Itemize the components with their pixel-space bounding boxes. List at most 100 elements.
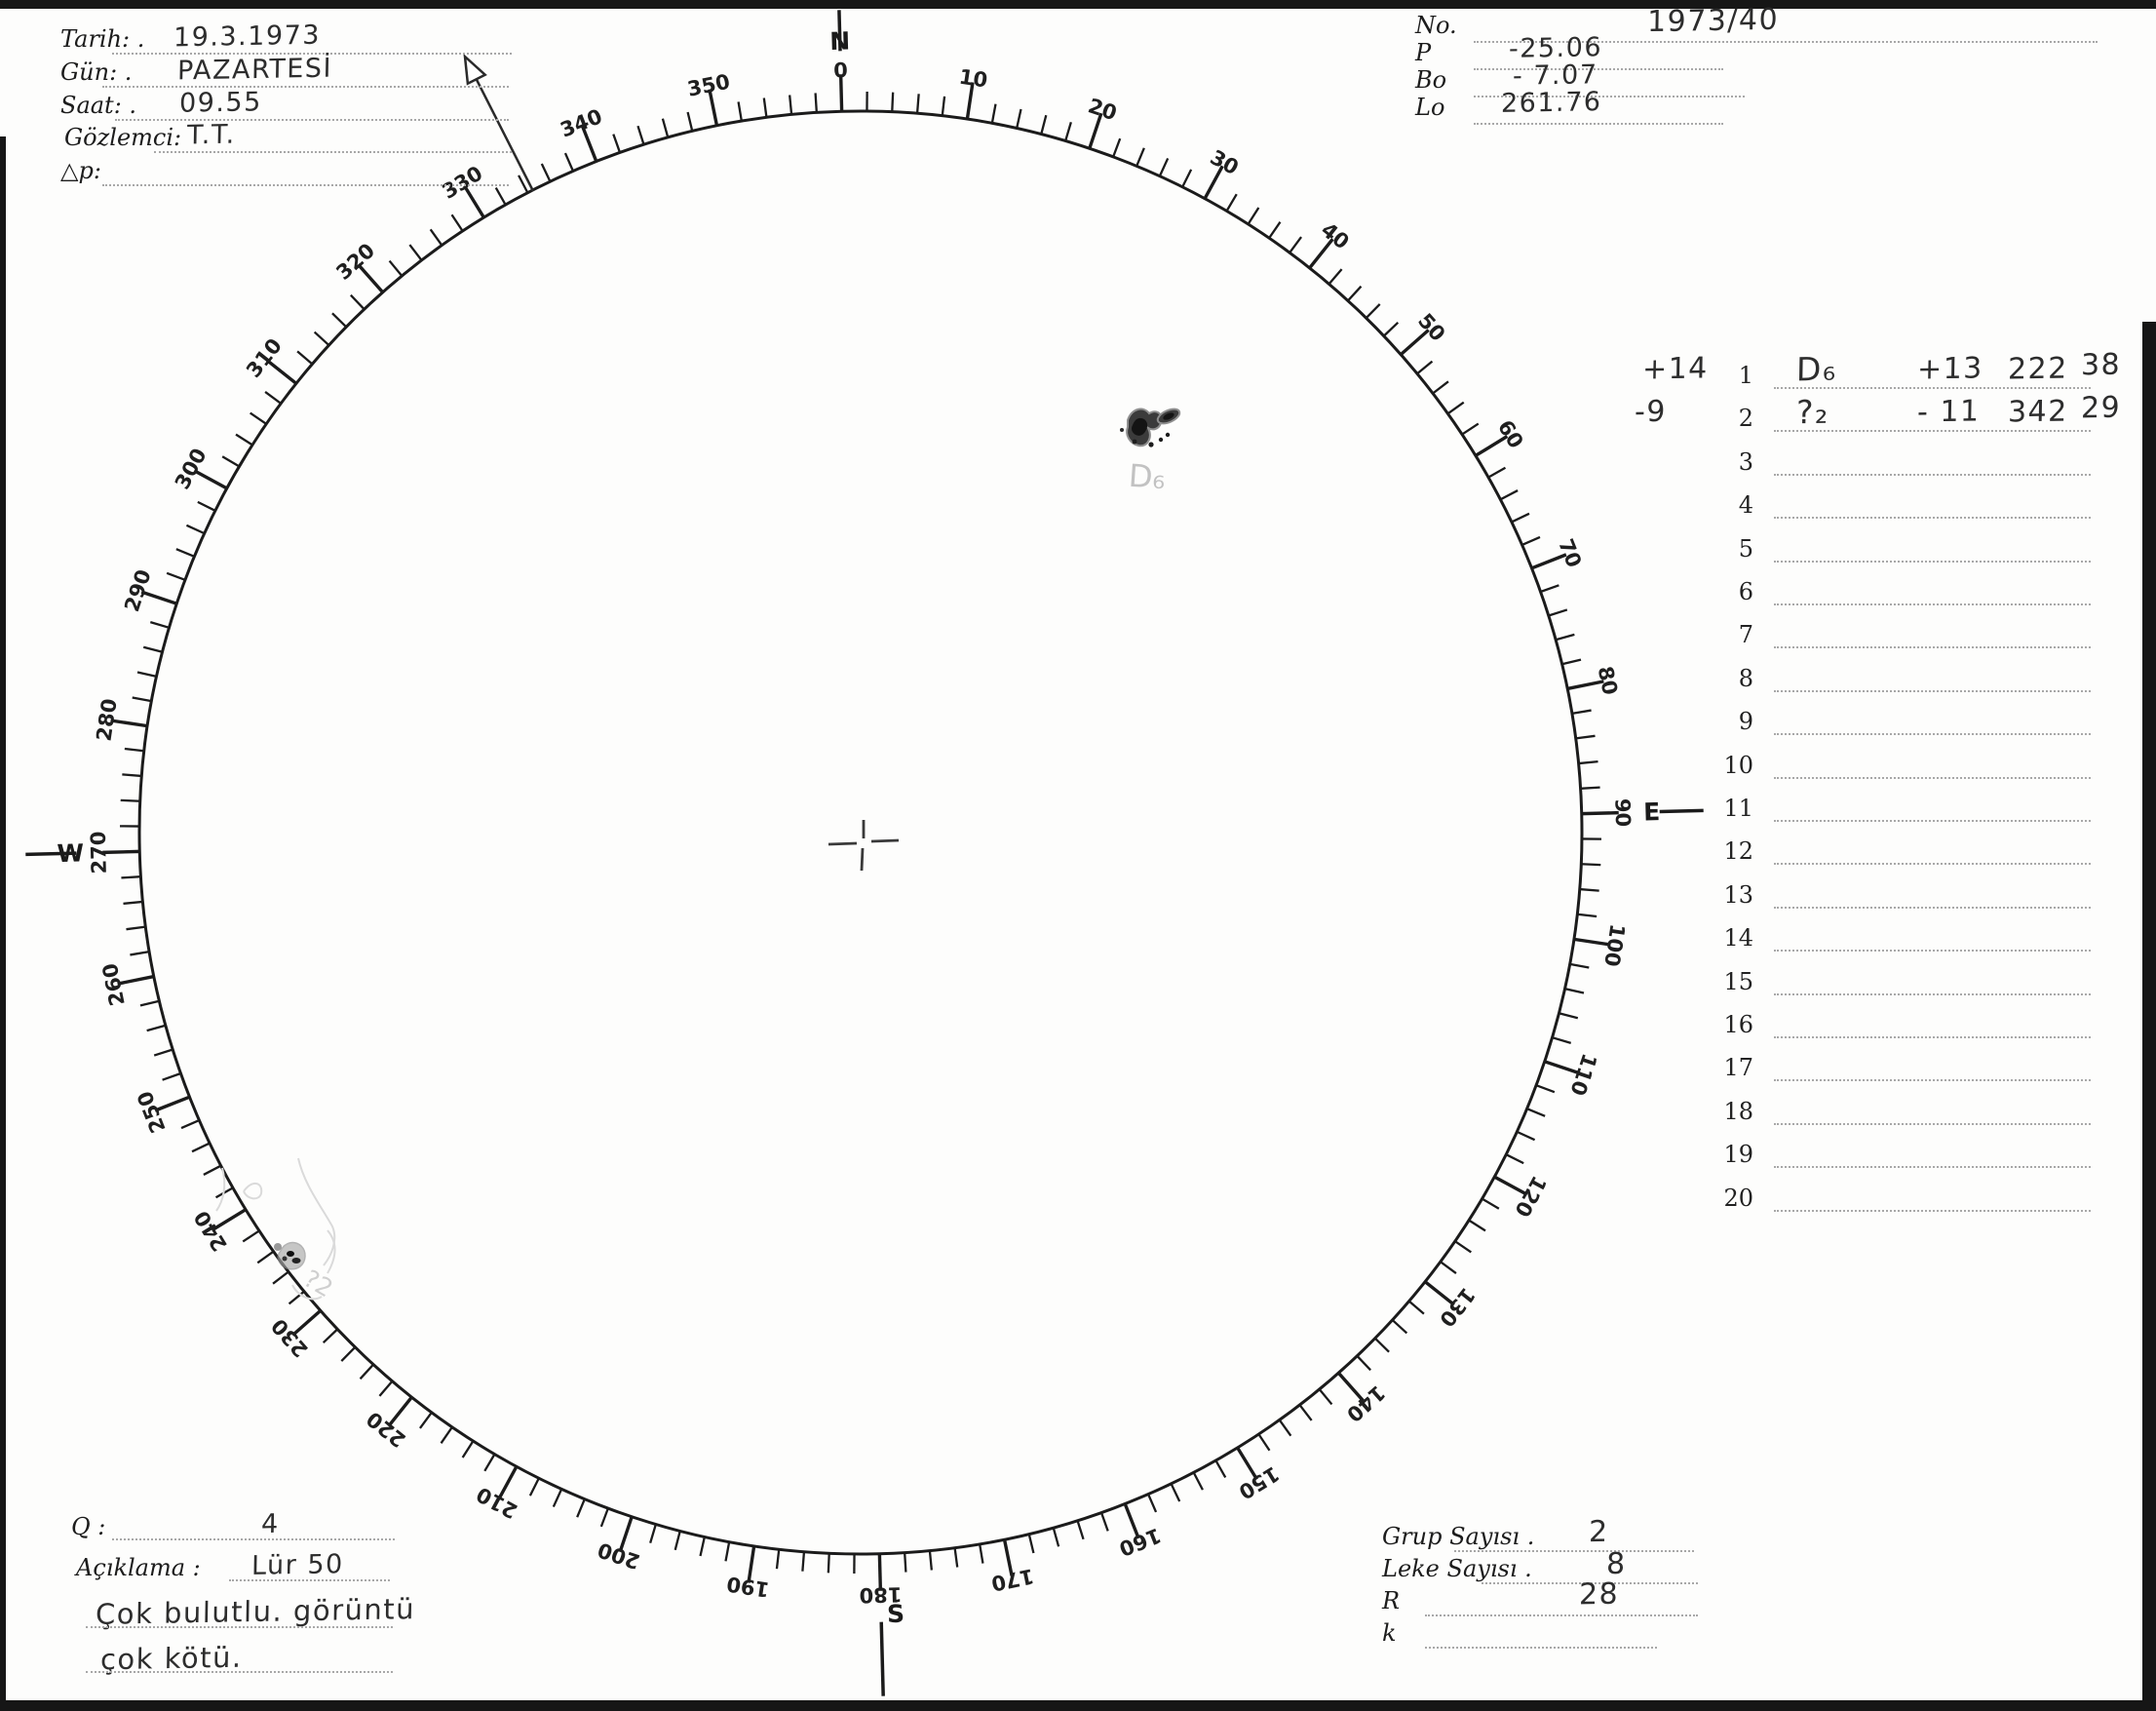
svg-text:30: 30	[1207, 145, 1243, 179]
tarih-value: 19.3.1973	[173, 19, 322, 54]
row-line	[1774, 603, 2091, 605]
svg-text:240: 240	[190, 1207, 232, 1256]
observation-row: 15	[1613, 964, 2156, 1007]
svg-text:190: 190	[725, 1572, 771, 1601]
row-line	[1774, 733, 2091, 736]
gun-value: PAZARTESİ	[176, 53, 333, 87]
tarih-line	[112, 53, 512, 55]
row-number: 11	[1723, 795, 1753, 822]
observation-row: +14 1 D₆ +13 222 38	[1613, 348, 2156, 401]
gozlemci-line	[154, 151, 512, 153]
svg-text:60: 60	[1493, 416, 1528, 452]
row-line	[1774, 1166, 2091, 1169]
observation-row: 4	[1613, 487, 2156, 530]
note-line-1: Çok bulutlu. görüntü	[95, 1592, 416, 1631]
pencil-scribbles	[215, 1157, 336, 1301]
k-label: k	[1382, 1619, 1397, 1647]
grup-sayisi-label: Grup Sayısı .	[1382, 1523, 1535, 1550]
scan-border-bottom	[0, 1700, 2156, 1711]
row-number: 7	[1738, 621, 1753, 649]
observation-row: 13	[1613, 877, 2156, 920]
observation-row: 14	[1613, 920, 2156, 963]
row-number: 17	[1723, 1054, 1753, 1082]
row-line	[1774, 950, 2091, 953]
row-class-value: D₆	[1795, 349, 1837, 389]
lo-line	[1474, 123, 1723, 125]
svg-text:180: 180	[859, 1582, 902, 1607]
svg-text:350: 350	[685, 70, 732, 101]
row-line	[1774, 820, 2091, 822]
degree-ticks	[102, 74, 1619, 1591]
observation-row: 16	[1613, 1007, 2156, 1050]
observation-row: 20	[1613, 1181, 2156, 1224]
south-axis-line	[879, 1621, 885, 1696]
row-number: 20	[1723, 1184, 1753, 1212]
row-number: 4	[1738, 491, 1753, 520]
east-cardinal-letter: E	[1643, 797, 1661, 826]
observation-row: 11	[1613, 791, 2156, 834]
bo-label: Bo	[1415, 66, 1447, 94]
observation-row: 7	[1613, 617, 2156, 660]
row-line	[1774, 1079, 2091, 1082]
north-axis-line	[837, 10, 842, 52]
dp-label: △p:	[60, 157, 101, 184]
row-number: 9	[1738, 708, 1753, 736]
row-line	[1774, 1122, 2091, 1125]
svg-text:210: 210	[473, 1482, 521, 1523]
row-number: 19	[1723, 1141, 1753, 1169]
row-l-value: 342	[2007, 394, 2069, 430]
row-b-value: - 11	[1916, 394, 1981, 430]
svg-text:120: 120	[1510, 1172, 1551, 1221]
row-line	[1774, 1036, 2091, 1038]
svg-text:320: 320	[331, 239, 379, 285]
aciklama-line	[229, 1579, 390, 1581]
svg-text:130: 130	[1435, 1283, 1480, 1331]
orientation-arrow	[463, 53, 535, 192]
svg-text:200: 200	[595, 1537, 642, 1574]
row-number: 1	[1738, 362, 1753, 389]
svg-text:270: 270	[87, 831, 111, 874]
no-value: 1973/40	[1646, 2, 1780, 40]
svg-text:160: 160	[1116, 1523, 1165, 1560]
row-line	[1774, 992, 2091, 995]
r-line	[1425, 1614, 1698, 1616]
row-number: 6	[1738, 578, 1753, 605]
observation-row: 17	[1613, 1050, 2156, 1093]
west-axis-dash	[25, 851, 77, 857]
east-axis-dash	[1659, 808, 1704, 814]
observation-row: 12	[1613, 834, 2156, 876]
svg-text:250: 250	[133, 1088, 170, 1137]
q-value: 4	[260, 1508, 280, 1540]
q-line	[112, 1538, 395, 1540]
row-class-value: ?₂	[1795, 393, 1830, 432]
row-number: 12	[1723, 837, 1753, 866]
svg-text:280: 280	[92, 697, 121, 743]
svg-text:40: 40	[1317, 218, 1354, 254]
q-label: Q :	[71, 1513, 106, 1540]
scan-border-left	[0, 136, 6, 1711]
row-number: 16	[1723, 1011, 1753, 1038]
row-line	[1774, 387, 2091, 389]
row-v-value: 29	[2080, 391, 2122, 426]
bo-line	[1474, 96, 1745, 97]
svg-text:0: 0	[833, 58, 848, 82]
gun-label: Gün: .	[60, 58, 133, 86]
lo-value: 261.76	[1500, 87, 1602, 119]
row-line	[1774, 776, 2091, 779]
observation-row: 18	[1613, 1094, 2156, 1137]
row-line	[1774, 517, 2091, 520]
observation-row: 8	[1613, 661, 2156, 704]
svg-text:220: 220	[363, 1407, 410, 1452]
observation-row: 3	[1613, 445, 2156, 487]
gozlemci-label: Gözlemci:	[64, 124, 182, 151]
row-number: 8	[1738, 664, 1753, 692]
svg-text:340: 340	[558, 104, 606, 141]
aciklama-value: Lür 50	[250, 1549, 344, 1581]
row-number: 14	[1723, 924, 1753, 953]
row-line	[1774, 863, 2091, 866]
sunspot-group-2	[274, 1241, 306, 1270]
svg-text:170: 170	[989, 1564, 1036, 1595]
svg-text:10: 10	[957, 65, 988, 93]
row-number: 10	[1723, 751, 1753, 779]
observation-row: 6	[1613, 574, 2156, 617]
